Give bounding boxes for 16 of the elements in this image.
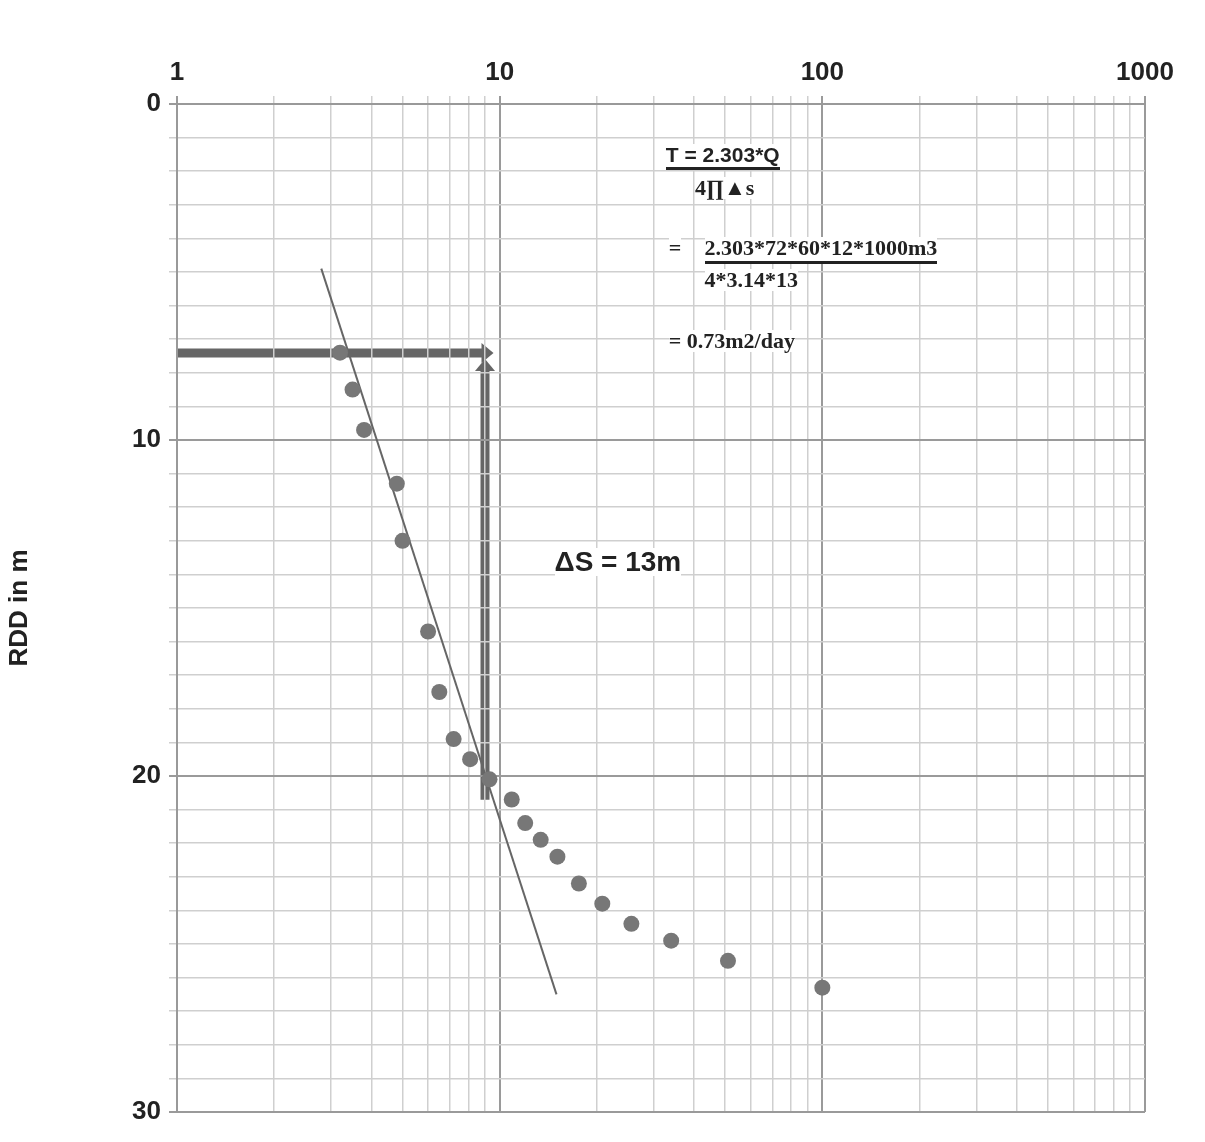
y-tick-label: 30 [132,1095,161,1126]
x-tick-label: 1000 [1116,55,1174,86]
y-axis-title: RDD in m [2,549,33,667]
y-tick-label: 10 [132,423,161,454]
annotation: 4∏▲s [694,174,755,200]
annotation: T = 2.303*Q [665,143,780,171]
x-tick-label: 1 [169,55,185,86]
annotation: ΔS = 13m [554,545,682,577]
x-tick-label: 100 [800,55,845,86]
annotation: 2.303*72*60*12*1000m3 [704,235,938,265]
y-tick-label: 0 [146,87,161,118]
x-tick-label: 10 [485,55,515,86]
y-tick-label: 20 [132,759,161,790]
annotation: 4*3.14*13 [704,267,799,293]
annotation: = [668,235,682,261]
annotation: = 0.73m2/day [668,327,795,353]
